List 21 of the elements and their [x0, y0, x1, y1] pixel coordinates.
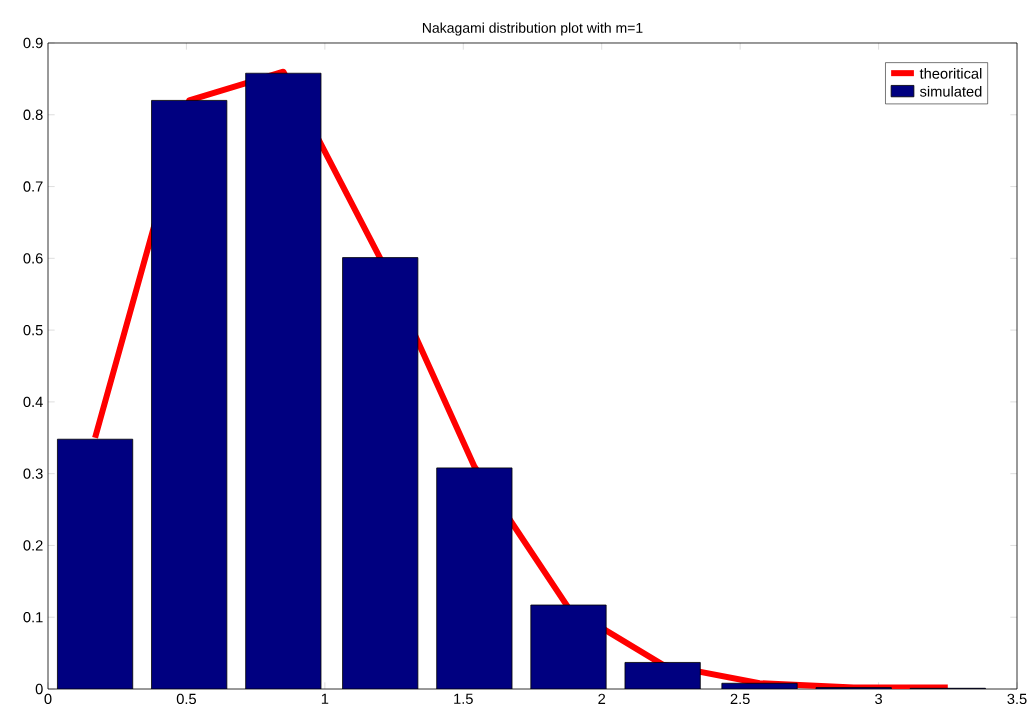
x-tick-label: 2.5	[730, 693, 750, 705]
y-tick-label: 0.8	[23, 109, 43, 120]
y-tick-label: 0.4	[23, 396, 43, 408]
chart-title: Nakagami distribution plot with m=1	[422, 22, 643, 36]
y-tick-label: 0.5	[23, 324, 43, 336]
y-tick-label: 0.9	[23, 37, 43, 49]
x-tick-label: 3	[875, 693, 883, 705]
x-tick-label: 0.5	[176, 693, 196, 705]
legend-label: theoritical	[919, 67, 982, 79]
x-tick-label: 2	[598, 693, 606, 704]
y-tick-label: 0.6	[23, 253, 43, 264]
x-tick-label: 1	[321, 693, 329, 704]
x-tick-label: 1.5	[454, 693, 473, 704]
y-tick-label: 0	[35, 683, 43, 695]
x-tick-label: 3.5	[1007, 693, 1027, 705]
legend-label: simulated	[919, 85, 982, 97]
y-tick-label: 0.7	[23, 181, 43, 192]
y-tick-label: 0.2	[23, 540, 43, 551]
y-tick-label: 0.1	[23, 612, 43, 623]
x-tick-label: 0	[44, 693, 52, 705]
y-tick-label: 0.3	[23, 468, 43, 479]
